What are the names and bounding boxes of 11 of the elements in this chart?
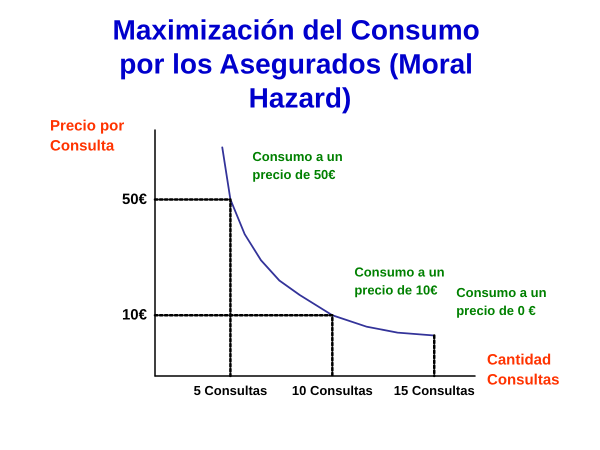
annotation: Consumo a un precio de 0 € (456, 284, 550, 318)
y-tick-label: 50€ (122, 190, 148, 208)
chart-title: Maximización del Consumo por los Asegurados (Moral Hazard) (112, 14, 488, 114)
y-axis-title: Precio por Consulta (50, 118, 128, 154)
x-tick-label: 10 Consultas (292, 383, 373, 398)
y-tick-label: 10€ (122, 306, 148, 324)
x-axis-title: Cantidad Consultas (487, 352, 560, 388)
x-tick-label: 5 Consultas (194, 383, 268, 398)
x-tick-label: 15 Consultas (394, 383, 475, 398)
annotation: Consumo a un precio de 10€ (354, 264, 448, 298)
annotation: Consumo a un precio de 50€ (252, 148, 346, 182)
